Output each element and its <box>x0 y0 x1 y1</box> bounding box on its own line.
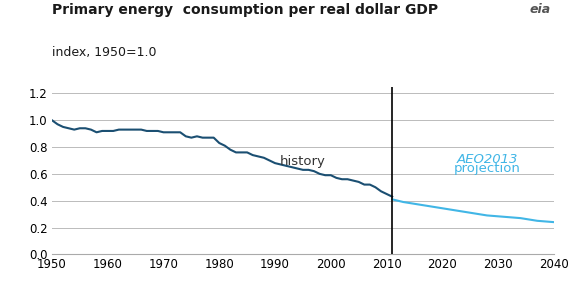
Text: history: history <box>280 155 326 168</box>
Text: index, 1950=1.0: index, 1950=1.0 <box>52 46 156 59</box>
Text: eia: eia <box>530 3 551 16</box>
Text: AEO2013: AEO2013 <box>456 153 518 166</box>
Text: Primary energy  consumption per real dollar GDP: Primary energy consumption per real doll… <box>52 3 438 17</box>
Text: projection: projection <box>454 162 520 175</box>
